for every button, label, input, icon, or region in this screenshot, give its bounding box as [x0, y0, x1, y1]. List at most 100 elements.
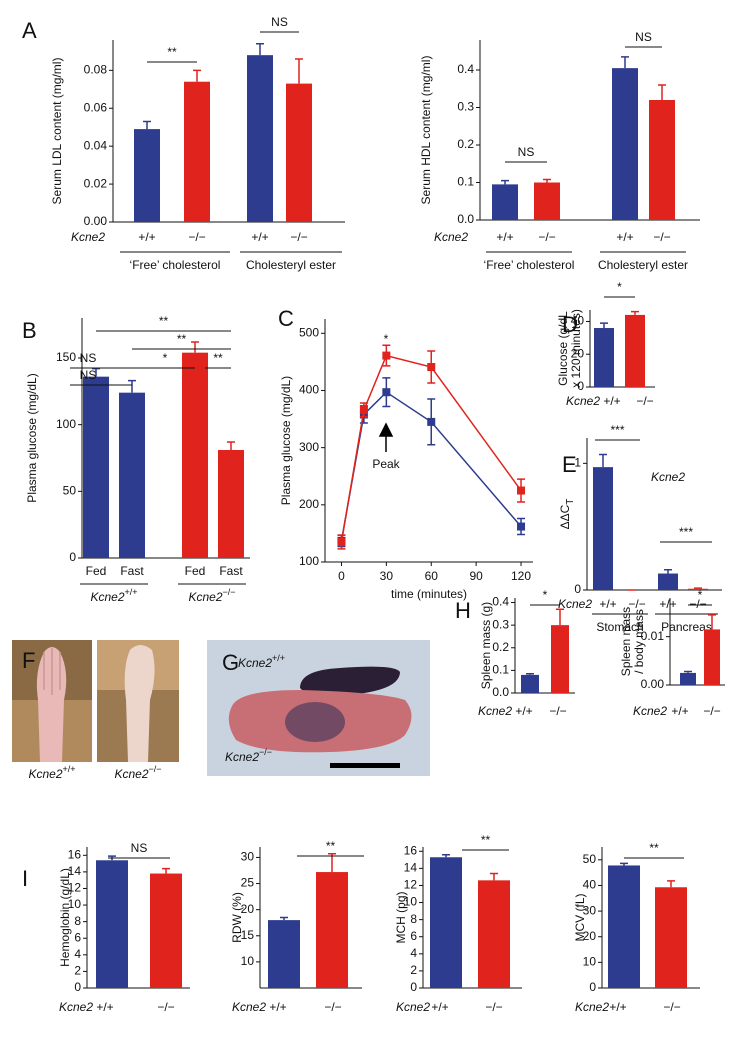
gene-name: Kcne2	[225, 750, 259, 764]
error-bar	[227, 441, 235, 450]
significance-label: **	[326, 839, 336, 853]
category-label: −/−	[549, 704, 566, 718]
y-tick-label: 30	[241, 850, 255, 864]
significance-label: *	[698, 588, 703, 602]
y-tick-label: 0.4	[492, 595, 509, 609]
y-tick-label: 200	[299, 497, 319, 511]
y-tick-label: 25	[241, 876, 255, 890]
error-bar	[328, 853, 336, 873]
bar	[594, 328, 614, 387]
category-label: Fast	[219, 564, 243, 578]
y-tick-label: 150	[56, 350, 76, 364]
y-tick-label: 0.3	[492, 617, 509, 631]
bar	[150, 873, 182, 988]
genotype: +/+	[125, 587, 138, 597]
gene-label: Kcne2	[232, 1000, 266, 1014]
bar	[534, 182, 560, 220]
y-tick-label: 10	[404, 895, 418, 909]
y-tick-label: 12	[68, 881, 82, 895]
x-tick-label: 90	[469, 569, 483, 583]
y-tick-label: 20	[583, 929, 597, 943]
bar	[625, 314, 645, 387]
y-tick-label: 0	[574, 582, 581, 596]
bar	[286, 83, 312, 223]
gene-label: Kcne2	[633, 704, 667, 718]
error-bar	[694, 587, 702, 589]
y-axis-label: x 120 minutes)	[569, 309, 583, 388]
panel-letter: G	[222, 650, 239, 675]
y-tick-label: 100	[56, 417, 76, 431]
significance-label: **	[159, 314, 169, 328]
category-label: −/−	[485, 1000, 502, 1014]
y-tick-label: 0	[410, 980, 417, 994]
category-label: Fast	[120, 564, 144, 578]
error-bar	[621, 56, 629, 69]
y-tick-label: 20	[241, 902, 255, 916]
y-tick-label: 0.4	[457, 62, 474, 76]
significance-label: *	[163, 351, 168, 365]
error-bar	[256, 43, 264, 56]
y-tick-label: 0.0	[457, 212, 474, 226]
error-bar	[128, 379, 136, 393]
y-tick-label: 4	[410, 946, 417, 960]
error-bar	[599, 453, 607, 468]
group-label: Cholesteryl ester	[246, 258, 336, 272]
error-bar	[526, 673, 534, 675]
category-label: +/+	[609, 1000, 626, 1014]
marker	[382, 351, 391, 360]
significance-label: *	[543, 588, 548, 602]
genotype: −/−	[259, 747, 272, 757]
category-label: −/−	[157, 1000, 174, 1014]
panel-letter: F	[22, 648, 35, 673]
gene-name: Kcne2	[238, 656, 272, 670]
y-tick-label: 0	[69, 550, 76, 564]
y-axis-label: Spleen mass (g)	[479, 602, 493, 689]
significance-label: **	[649, 841, 659, 855]
y-tick-label: 14	[404, 861, 418, 875]
gene-name: Kcne2	[188, 590, 222, 604]
bar	[247, 55, 273, 222]
y-axis-label: Spleen mass	[619, 607, 633, 676]
y-tick-label: 400	[299, 383, 319, 397]
bar	[492, 184, 518, 220]
category-label: +/+	[616, 230, 633, 244]
marker	[517, 522, 526, 531]
y-tick-label: 50	[63, 484, 77, 498]
y-tick-label: 8	[74, 914, 81, 928]
significance-label: NS	[271, 15, 288, 29]
y-axis-label-main: ΔΔC	[558, 504, 572, 529]
y-tick-label: 14	[68, 864, 82, 878]
error-bar	[280, 916, 288, 921]
category-label: +/+	[431, 1000, 448, 1014]
error-bar	[543, 178, 551, 183]
y-tick-label: 40	[583, 878, 597, 892]
error-bar	[442, 853, 450, 858]
group-label: Pancreas	[661, 620, 712, 634]
category-label: −/−	[663, 1000, 680, 1014]
group-label: Cholesteryl ester	[598, 258, 688, 272]
y-tick-label: 0	[74, 980, 81, 994]
peak-arrow	[378, 422, 394, 452]
marker	[359, 405, 368, 414]
y-tick-label: 20	[571, 346, 585, 360]
error-bar	[556, 608, 564, 626]
genotype: −/−	[149, 764, 162, 774]
y-tick-label: 0.06	[84, 100, 108, 114]
bar	[96, 860, 128, 988]
x-tick-label: 120	[511, 569, 531, 583]
category-label: +/+	[671, 704, 688, 718]
bar	[268, 920, 300, 988]
genotype-label: Kcne2+/+	[28, 764, 75, 781]
significance-label: **	[481, 833, 491, 847]
y-tick-label: 50	[583, 852, 597, 866]
error-bar	[658, 84, 666, 100]
bar	[430, 857, 462, 988]
gene-name: Kcne2	[28, 767, 62, 781]
significance-label: NS	[518, 145, 535, 159]
panel-letter: C	[278, 306, 294, 331]
panel-letter: D	[562, 312, 578, 337]
bar	[316, 872, 348, 988]
gene-label: Kcne2	[478, 704, 512, 718]
bar	[119, 392, 145, 558]
marker	[427, 417, 436, 426]
